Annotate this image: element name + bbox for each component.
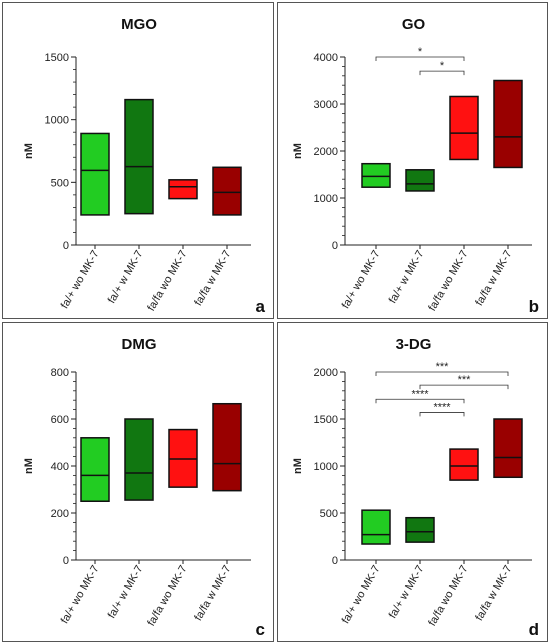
bar xyxy=(405,516,435,543)
x-tick-label: fa/+ wo MK-7 xyxy=(59,564,102,626)
panel-label: a xyxy=(256,297,266,316)
y-tick-label: 800 xyxy=(51,367,69,379)
chart-svg: DMG 0 200 400 600 800 nM fa/+ wo MK-7 fa/+ w MK-… xyxy=(23,336,265,639)
bar xyxy=(212,402,242,492)
bar xyxy=(449,95,479,161)
bar xyxy=(493,79,523,169)
bar xyxy=(124,418,154,501)
chart-svg: 3-DG 0 500 1000 1500 2000 nM fa/+ wo MK-7 fa/+ w… xyxy=(292,336,539,639)
y-tick-label: 1500 xyxy=(314,414,338,426)
x-tick-label: fa/+ wo MK-7 xyxy=(59,249,102,311)
x-tick-label: fa/fa w MK-7 xyxy=(192,249,233,308)
significance-bracket xyxy=(419,384,509,390)
y-tick-label: 600 xyxy=(51,414,69,426)
y-tick-label: 1000 xyxy=(45,115,69,127)
chart-title: GO xyxy=(402,16,426,33)
chart-title: MGO xyxy=(121,16,157,33)
significance-bracket xyxy=(419,70,465,76)
significance-bracket xyxy=(375,56,465,61)
x-tick-label: fa/+ w MK-7 xyxy=(106,249,146,306)
panel-dmg: DMG 0 200 400 600 800 nM fa/+ wo MK-7 fa/+ w MK-… xyxy=(2,322,274,642)
y-tick-label: 3000 xyxy=(314,99,338,111)
y-tick-label: 1000 xyxy=(314,193,338,205)
x-tick-label: fa/+ w MK-7 xyxy=(387,564,427,621)
y-tick-label: 500 xyxy=(51,177,69,189)
y-axis-label: nM xyxy=(23,143,35,159)
significance-bracket xyxy=(375,371,509,376)
x-tick-label: fa/fa wo MK-7 xyxy=(426,564,470,629)
y-tick-label: 400 xyxy=(51,461,69,473)
bar xyxy=(493,418,523,479)
y-tick-label: 200 xyxy=(51,508,69,520)
panel-label: b xyxy=(529,297,539,316)
panel-3dg: 3-DG 0 500 1000 1500 2000 nM fa/+ wo MK-7 fa/+ w… xyxy=(277,322,548,642)
significance-bracket xyxy=(419,412,465,417)
significance-label: * xyxy=(418,46,423,58)
y-tick-label: 1000 xyxy=(314,461,338,473)
y-tick-label: 0 xyxy=(332,240,338,252)
bar xyxy=(212,166,242,216)
x-tick-label: fa/fa wo MK-7 xyxy=(145,249,189,314)
bar xyxy=(405,169,435,192)
chart-title: 3-DG xyxy=(396,336,432,353)
x-tick-label: fa/+ w MK-7 xyxy=(387,249,427,306)
y-tick-label: 2000 xyxy=(314,367,338,379)
y-tick-label: 2000 xyxy=(314,146,338,158)
panel-label: d xyxy=(529,620,539,639)
significance-label: **** xyxy=(411,388,429,400)
panel-mgo: MGO 0 500 1000 1500 nM fa/+ wo MK-7 fa/+ w MK-7… xyxy=(2,2,274,319)
bar xyxy=(168,179,198,200)
y-tick-label: 0 xyxy=(63,555,69,567)
y-tick-label: 500 xyxy=(320,508,338,520)
significance-bracket xyxy=(375,398,465,404)
x-tick-label: fa/+ wo MK-7 xyxy=(340,564,383,626)
chart-title: DMG xyxy=(122,336,157,353)
y-tick-label: 0 xyxy=(332,555,338,567)
bar xyxy=(80,132,110,216)
significance-label: **** xyxy=(433,401,451,413)
chart-svg: GO 0 1000 2000 3000 4000 nM fa/+ wo MK-7 fa/+ w … xyxy=(292,16,539,316)
x-tick-label: fa/+ w MK-7 xyxy=(106,564,146,621)
bar xyxy=(80,437,110,503)
significance-label: *** xyxy=(436,361,450,373)
x-tick-label: fa/fa w MK-7 xyxy=(473,564,514,623)
y-tick-label: 0 xyxy=(63,240,69,252)
bar xyxy=(361,509,391,545)
y-tick-label: 4000 xyxy=(314,52,338,64)
y-axis-label: nM xyxy=(292,143,304,159)
significance-label: *** xyxy=(458,374,472,386)
x-tick-label: fa/fa wo MK-7 xyxy=(145,564,189,629)
bar xyxy=(361,162,391,188)
x-tick-label: fa/fa w MK-7 xyxy=(473,249,514,308)
panel-go: GO 0 1000 2000 3000 4000 nM fa/+ wo MK-7 fa/+ w … xyxy=(277,2,548,319)
bar xyxy=(449,448,479,481)
x-tick-label: fa/fa wo MK-7 xyxy=(426,249,470,314)
bar xyxy=(124,98,154,215)
x-tick-label: fa/+ wo MK-7 xyxy=(340,249,383,311)
x-tick-label: fa/fa w MK-7 xyxy=(192,564,233,623)
chart-svg: MGO 0 500 1000 1500 nM fa/+ wo MK-7 fa/+ w MK-7… xyxy=(23,16,266,316)
significance-label: * xyxy=(440,60,445,72)
panel-label: c xyxy=(256,620,265,639)
y-axis-label: nM xyxy=(23,458,35,474)
y-axis-label: nM xyxy=(292,458,304,474)
y-tick-label: 1500 xyxy=(45,52,69,64)
